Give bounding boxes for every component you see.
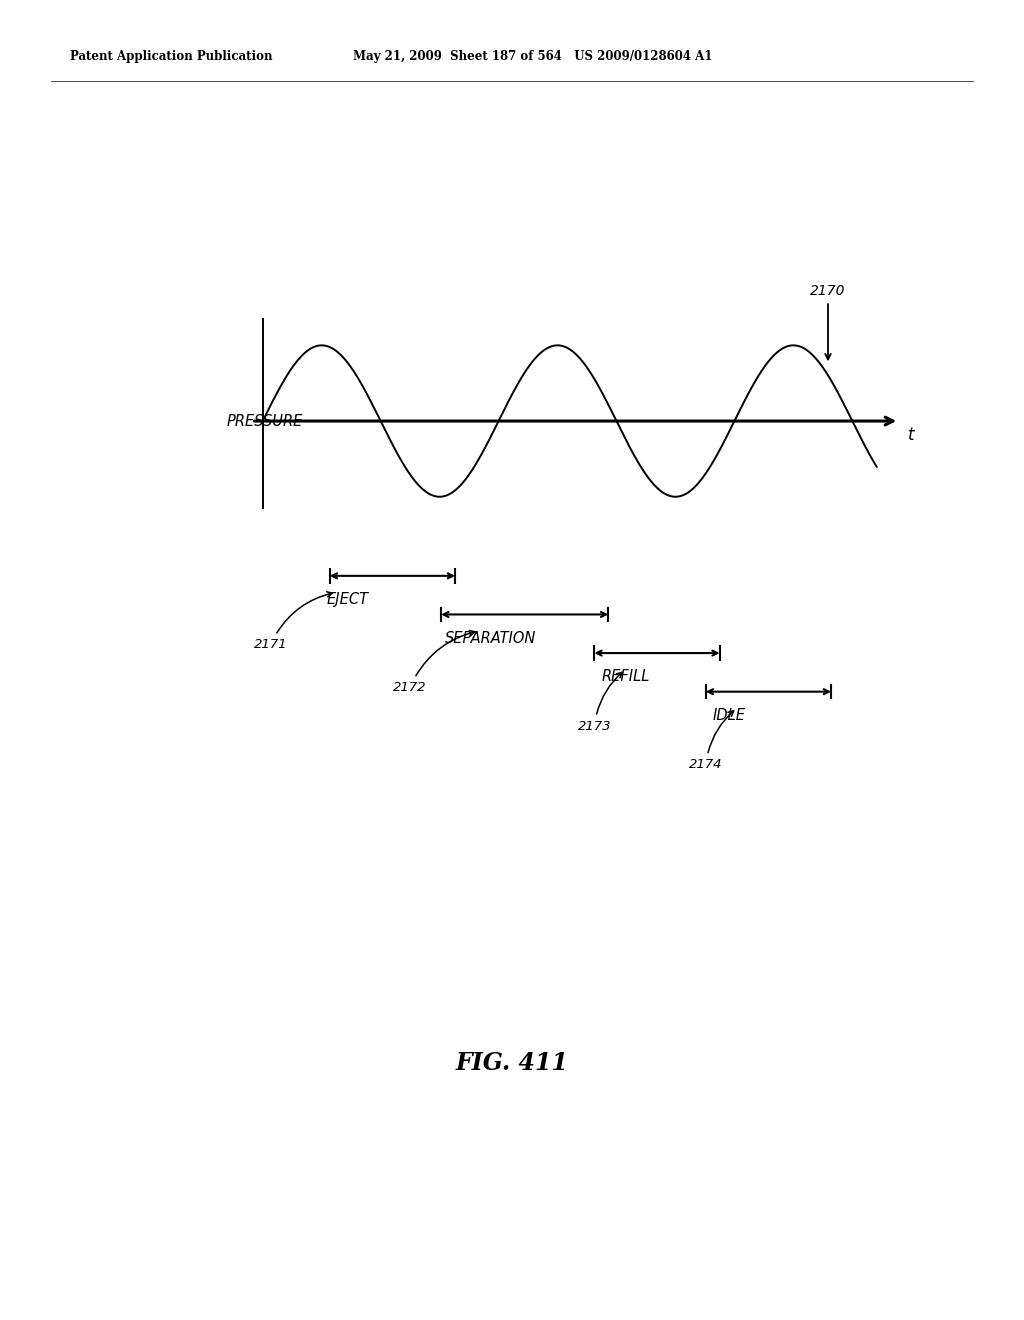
Text: t: t bbox=[908, 425, 914, 444]
Text: 2174: 2174 bbox=[689, 711, 733, 771]
Text: PRESSURE: PRESSURE bbox=[226, 413, 303, 429]
Text: May 21, 2009  Sheet 187 of 564   US 2009/0128604 A1: May 21, 2009 Sheet 187 of 564 US 2009/01… bbox=[353, 50, 713, 63]
Text: 2172: 2172 bbox=[393, 631, 475, 694]
Text: EJECT: EJECT bbox=[327, 593, 369, 607]
Text: FIG. 411: FIG. 411 bbox=[456, 1051, 568, 1074]
Text: 2173: 2173 bbox=[578, 672, 623, 733]
Text: 2170: 2170 bbox=[810, 284, 846, 359]
Text: Patent Application Publication: Patent Application Publication bbox=[70, 50, 272, 63]
Text: IDLE: IDLE bbox=[713, 708, 745, 723]
Text: SEPARATION: SEPARATION bbox=[444, 631, 536, 645]
Text: 2171: 2171 bbox=[254, 591, 333, 651]
Text: REFILL: REFILL bbox=[601, 669, 649, 684]
